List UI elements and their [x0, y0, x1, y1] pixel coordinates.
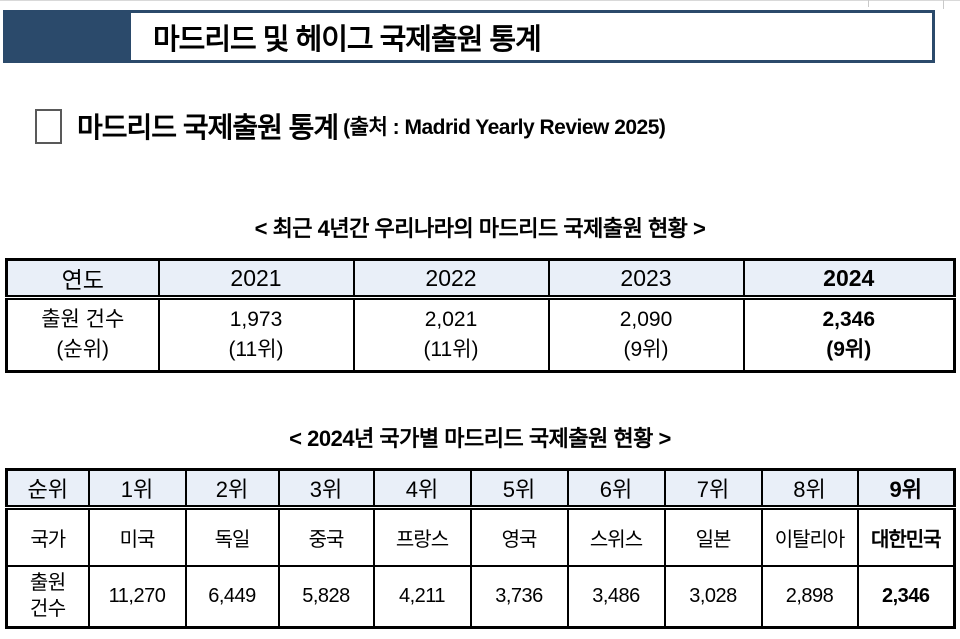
t2-rank-label: 순위 — [5, 468, 90, 510]
t2-rank-9: 9위 — [856, 468, 956, 510]
t2-country-9: 대한민국 — [856, 506, 956, 567]
t2-count-8: 2,898 — [760, 564, 859, 629]
t1-cell-2023: 2,090 (9위) — [547, 296, 745, 373]
t1-cell-2022: 2,021 (11위) — [352, 296, 550, 373]
table1-caption: < 최근 4년간 우리나라의 마드리드 국제출원 현황 > — [254, 216, 706, 241]
t2-count-2: 6,449 — [184, 564, 280, 629]
t2-country-8: 이탈리아 — [760, 506, 859, 567]
t2-rank-2: 2위 — [184, 468, 280, 510]
t2-count-3: 5,828 — [277, 564, 375, 629]
page-top-gridline — [0, 0, 960, 1]
square-bullet-icon — [35, 108, 62, 144]
t2-country-7: 일본 — [663, 506, 763, 567]
t2-count-1: 11,270 — [87, 564, 187, 629]
t2-count-4: 4,211 — [372, 564, 472, 629]
t1-header-year-label: 연도 — [5, 258, 160, 300]
section-heading: 마드리드 국제출원 통계 (출처 : Madrid Yearly Review … — [35, 106, 935, 146]
t2-country-1: 미국 — [87, 506, 187, 567]
title-box: 마드리드 및 헤이그 국제출원 통계 — [128, 10, 935, 63]
t1-header-2024: 2024 — [742, 258, 956, 300]
t2-count-9: 2,346 — [856, 564, 956, 629]
section-source: (출처 : Madrid Yearly Review 2025) — [343, 116, 666, 139]
section-title: 마드리드 국제출원 통계 — [77, 112, 339, 143]
t2-country-2: 독일 — [184, 506, 280, 567]
page-title: 마드리드 및 헤이그 국제출원 통계 — [153, 23, 542, 56]
navy-accent-block — [3, 10, 128, 63]
t2-rank-6: 6위 — [566, 468, 666, 510]
t1-header-2022: 2022 — [352, 258, 550, 300]
table-row: 순위 1위 2위 3위 4위 5위 6위 7위 8위 9위 — [5, 468, 956, 510]
table-row: 국가 미국 독일 중국 프랑스 영국 스위스 일본 이탈리아 대한민국 — [5, 506, 956, 567]
t2-country-4: 프랑스 — [372, 506, 472, 567]
t1-cell-2021: 1,973 (11위) — [157, 296, 355, 373]
table-row: 출원 건수 (순위) 1,973 (11위) 2,021 (11위) 2,090… — [5, 296, 956, 373]
t2-count-7: 3,028 — [663, 564, 763, 629]
t2-country-3: 중국 — [277, 506, 375, 567]
t2-count-label: 출원 건수 — [5, 564, 90, 629]
table-row: 연도 2021 2022 2023 2024 — [5, 258, 956, 300]
t2-count-6: 3,486 — [566, 564, 666, 629]
t2-rank-7: 7위 — [663, 468, 763, 510]
t2-rank-1: 1위 — [87, 468, 187, 510]
t1-header-2023: 2023 — [547, 258, 745, 300]
madrid-country-ranking-table: 순위 1위 2위 3위 4위 5위 6위 7위 8위 9위 국가 미국 독일 중… — [5, 468, 956, 629]
page-top-tick-right — [943, 0, 944, 9]
t2-rank-5: 5위 — [469, 468, 569, 510]
table-row: 출원 건수 11,270 6,449 5,828 4,211 3,736 3,4… — [5, 564, 956, 629]
title-bar: 마드리드 및 헤이그 국제출원 통계 — [0, 10, 960, 63]
t2-count-5: 3,736 — [469, 564, 569, 629]
t2-country-6: 스위스 — [566, 506, 666, 567]
page-top-tick — [868, 0, 869, 7]
t1-row-label: 출원 건수 (순위) — [5, 296, 160, 373]
t2-country-5: 영국 — [469, 506, 569, 567]
t1-header-2021: 2021 — [157, 258, 355, 300]
t1-cell-2024: 2,346 (9위) — [742, 296, 956, 373]
t2-country-label: 국가 — [5, 506, 90, 567]
madrid-korea-yearly-table: 연도 2021 2022 2023 2024 출원 건수 (순위) 1,973 … — [5, 258, 956, 373]
t2-rank-4: 4위 — [372, 468, 472, 510]
t2-rank-8: 8위 — [760, 468, 859, 510]
table2-caption: < 2024년 국가별 마드리드 국제출원 현황 > — [289, 426, 671, 451]
t2-rank-3: 3위 — [277, 468, 375, 510]
